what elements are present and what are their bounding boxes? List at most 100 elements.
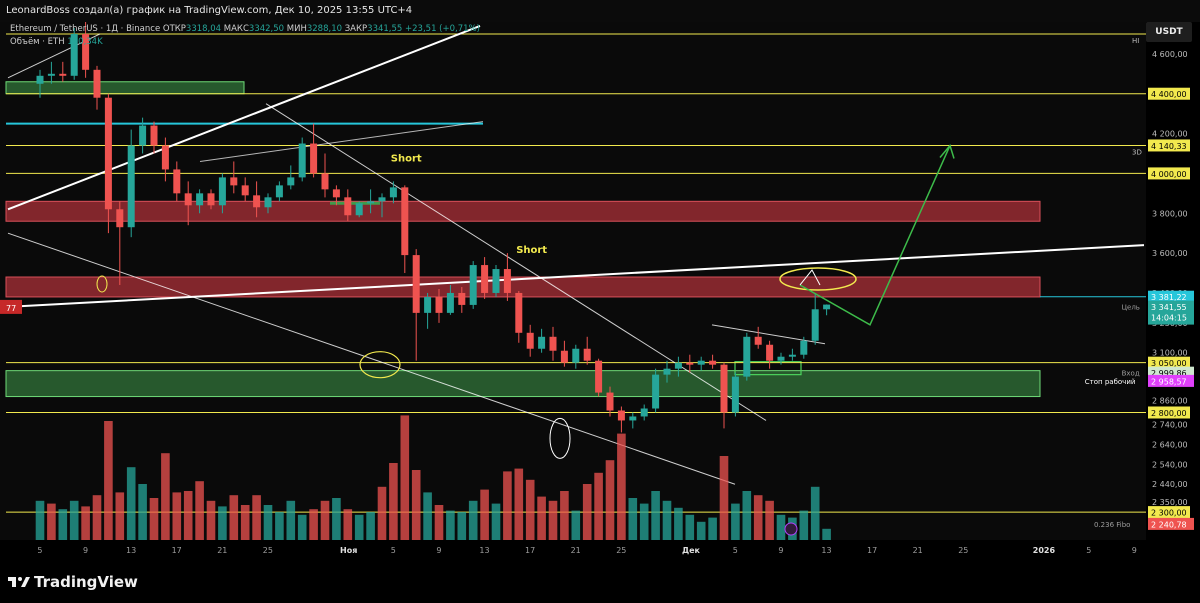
candle: [652, 368, 660, 413]
time-tick-label: 5: [733, 546, 738, 555]
candle-body: [59, 73, 67, 76]
candle-body: [184, 193, 192, 206]
candle-body: [389, 187, 397, 198]
time-tick-label: 17: [867, 546, 877, 555]
price-tag-bg-4: [1148, 517, 1194, 530]
time-tick-label: 2026: [1033, 546, 1056, 555]
symbol-name[interactable]: Ethereum / TetherUS · 1Д · Binance: [10, 24, 161, 34]
candle-body: [560, 350, 568, 363]
candle-body: [823, 304, 831, 310]
volume-bar: [548, 500, 558, 540]
volume-bar: [47, 503, 56, 540]
candle-body: [161, 145, 169, 170]
volume-bar: [560, 491, 569, 540]
volume-bar: [742, 491, 752, 540]
candle: [47, 61, 55, 84]
trendlines-layer: [7, 25, 1145, 485]
volume-layer: [35, 415, 831, 540]
close-value: 3341,55: [367, 24, 403, 34]
candle-body: [435, 296, 443, 313]
volume-bar: [731, 503, 740, 540]
time-tick-label: 5: [1086, 546, 1091, 555]
candle: [686, 354, 694, 373]
volume-bar: [183, 491, 193, 540]
volume-bar: [138, 484, 147, 540]
candle-body: [743, 336, 751, 377]
time-tick-label: 17: [172, 546, 182, 555]
low-label: МИН: [286, 24, 307, 34]
candle: [355, 201, 363, 218]
candle: [139, 117, 147, 154]
volume-value: 110,34K: [67, 37, 103, 47]
time-tick-label: 21: [217, 546, 227, 555]
annotation-short-1: Short: [516, 245, 547, 256]
candle: [629, 412, 637, 429]
candle-body: [287, 177, 295, 186]
time-tick-label: 9: [778, 546, 783, 555]
candle: [36, 69, 44, 98]
candle-body: [583, 348, 591, 361]
candle: [754, 326, 762, 349]
candle-body: [47, 73, 55, 76]
trendline-lower: [7, 244, 1145, 308]
price-tag-bg-1: [1148, 300, 1194, 325]
candle-body: [572, 348, 580, 363]
trendline-wedge: [711, 324, 826, 345]
tradingview-logo[interactable]: TradingView: [8, 573, 138, 591]
candle-body: [321, 173, 329, 190]
candle-body: [207, 193, 215, 206]
volume-bar: [286, 500, 296, 540]
volume-bar: [252, 495, 261, 540]
annotation-short-0: Short: [391, 153, 422, 164]
candle-body: [515, 292, 523, 333]
candle-body: [378, 197, 386, 202]
candle-body: [526, 332, 534, 349]
candle-body: [36, 75, 44, 84]
candle-body: [538, 336, 546, 349]
candle: [788, 348, 796, 361]
candle: [481, 257, 489, 299]
candle: [492, 265, 500, 297]
price-tag-label-4: 2 240,78: [1151, 520, 1187, 529]
candle-body: [652, 374, 660, 409]
candle: [743, 332, 751, 381]
candle: [800, 336, 808, 359]
level-tag-bg: [1148, 167, 1190, 180]
low-value: 3288,10: [306, 24, 343, 34]
footer: [0, 560, 1200, 603]
candle: [560, 340, 568, 367]
candle-body: [697, 360, 705, 365]
candle: [378, 193, 386, 218]
candle-body: [595, 360, 603, 393]
candle-body: [412, 255, 420, 313]
level-tag-note: 3D: [1132, 148, 1142, 156]
candle-body: [401, 187, 409, 256]
volume-bar: [799, 510, 809, 540]
chart-title: LeonardBoss создал(а) график на TradingV…: [6, 5, 413, 16]
candle-body: [253, 195, 261, 208]
candle: [595, 358, 603, 397]
volume-bar: [275, 512, 284, 540]
candle-body: [446, 292, 454, 313]
volume-bar: [753, 495, 763, 540]
candle: [173, 161, 181, 202]
candle: [253, 181, 261, 218]
open-label: ОТКР: [162, 24, 186, 34]
volume-bar: [822, 528, 831, 540]
volume-bar: [309, 509, 318, 540]
currency-button[interactable]: USDT: [1146, 22, 1192, 42]
level-tag-label: 2 800,00: [1151, 409, 1187, 418]
volume-bar: [149, 498, 159, 540]
level-tag-bg: [1148, 356, 1190, 369]
candle-body: [606, 392, 614, 411]
candle: [332, 185, 340, 206]
candle-body: [777, 356, 785, 361]
price-tick-label: 3 100,00: [1152, 349, 1188, 358]
volume-label[interactable]: Объём · ETH: [10, 37, 65, 47]
trendline-channel: [265, 103, 767, 421]
candle: [572, 344, 580, 369]
price-tag-bg-3: [1148, 374, 1194, 387]
target-ellipse: [779, 267, 857, 291]
candle: [70, 27, 78, 80]
